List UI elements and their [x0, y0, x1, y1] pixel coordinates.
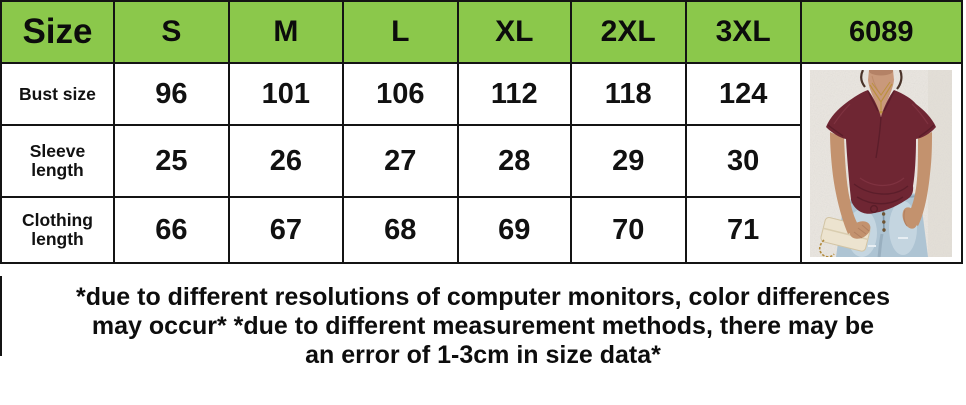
sleeve-value-3xl: 30	[684, 124, 802, 198]
header-cell-2xl: 2XL	[569, 0, 687, 64]
header-cell-m: M	[227, 0, 344, 64]
sleeve-value-m: 26	[227, 124, 344, 198]
row-label-line: Bust size	[19, 83, 96, 104]
size-chart-table: Size S M L XL 2XL 3XL 6089 Bust size 96 …	[0, 0, 964, 264]
bust-size-row: Bust size 96 101 106 112 118 124	[0, 62, 964, 264]
disclaimer-line-1: *due to different resolutions of compute…	[76, 283, 890, 311]
disclaimer-line-3: an error of 1-3cm in size data*	[305, 341, 661, 369]
header-cell-s: S	[112, 0, 230, 64]
disclaimer-line-2: may occur* *due to different measurement…	[91, 312, 875, 340]
header-cell-size: Size	[0, 0, 115, 64]
header-cell-3xl: 3XL	[684, 0, 802, 64]
bust-value-m: 101	[227, 62, 344, 126]
bust-value-xl: 112	[456, 62, 572, 126]
header-cell-xl: XL	[456, 0, 572, 64]
row-label-line: Clothing	[21, 210, 93, 230]
header-cell-l: L	[341, 0, 459, 64]
sleeve-value-xl: 28	[456, 124, 572, 198]
row-label-line: length	[31, 160, 84, 180]
header-row: Size S M L XL 2XL 3XL 6089	[0, 0, 964, 64]
row-label-line: length	[31, 229, 84, 249]
sleeve-value-2xl: 29	[569, 124, 687, 198]
sleeve-value-s: 25	[112, 124, 230, 198]
sleeve-value-l: 27	[341, 124, 459, 198]
clothing-length-row: Clothing length 66 67 68 69 70 71	[0, 196, 962, 264]
bust-value-3xl: 124	[684, 62, 802, 126]
left-border-artifact	[0, 276, 2, 356]
clothing-value-m: 67	[227, 196, 344, 264]
sleeve-length-row: Sleeve length 25 26 27 28 29 30	[0, 124, 962, 198]
bust-value-2xl: 118	[569, 62, 687, 126]
clothing-value-xl: 69	[456, 196, 572, 264]
row-label-sleeve-length: Sleeve length	[0, 124, 115, 198]
bust-value-l: 106	[341, 62, 459, 126]
clothing-value-2xl: 70	[569, 196, 687, 264]
bust-value-s: 96	[112, 62, 230, 126]
clothing-value-3xl: 71	[684, 196, 802, 264]
header-cell-style-number: 6089	[799, 0, 964, 64]
disclaimer-text: *due to different resolutions of compute…	[0, 283, 966, 370]
product-photo	[810, 66, 953, 258]
row-label-line: Sleeve	[29, 141, 86, 161]
row-label-bust-size: Bust size	[0, 62, 115, 126]
product-photo-cell	[799, 62, 964, 264]
row-label-clothing-length: Clothing length	[0, 196, 115, 264]
clothing-value-s: 66	[112, 196, 230, 264]
clothing-value-l: 68	[341, 196, 459, 264]
